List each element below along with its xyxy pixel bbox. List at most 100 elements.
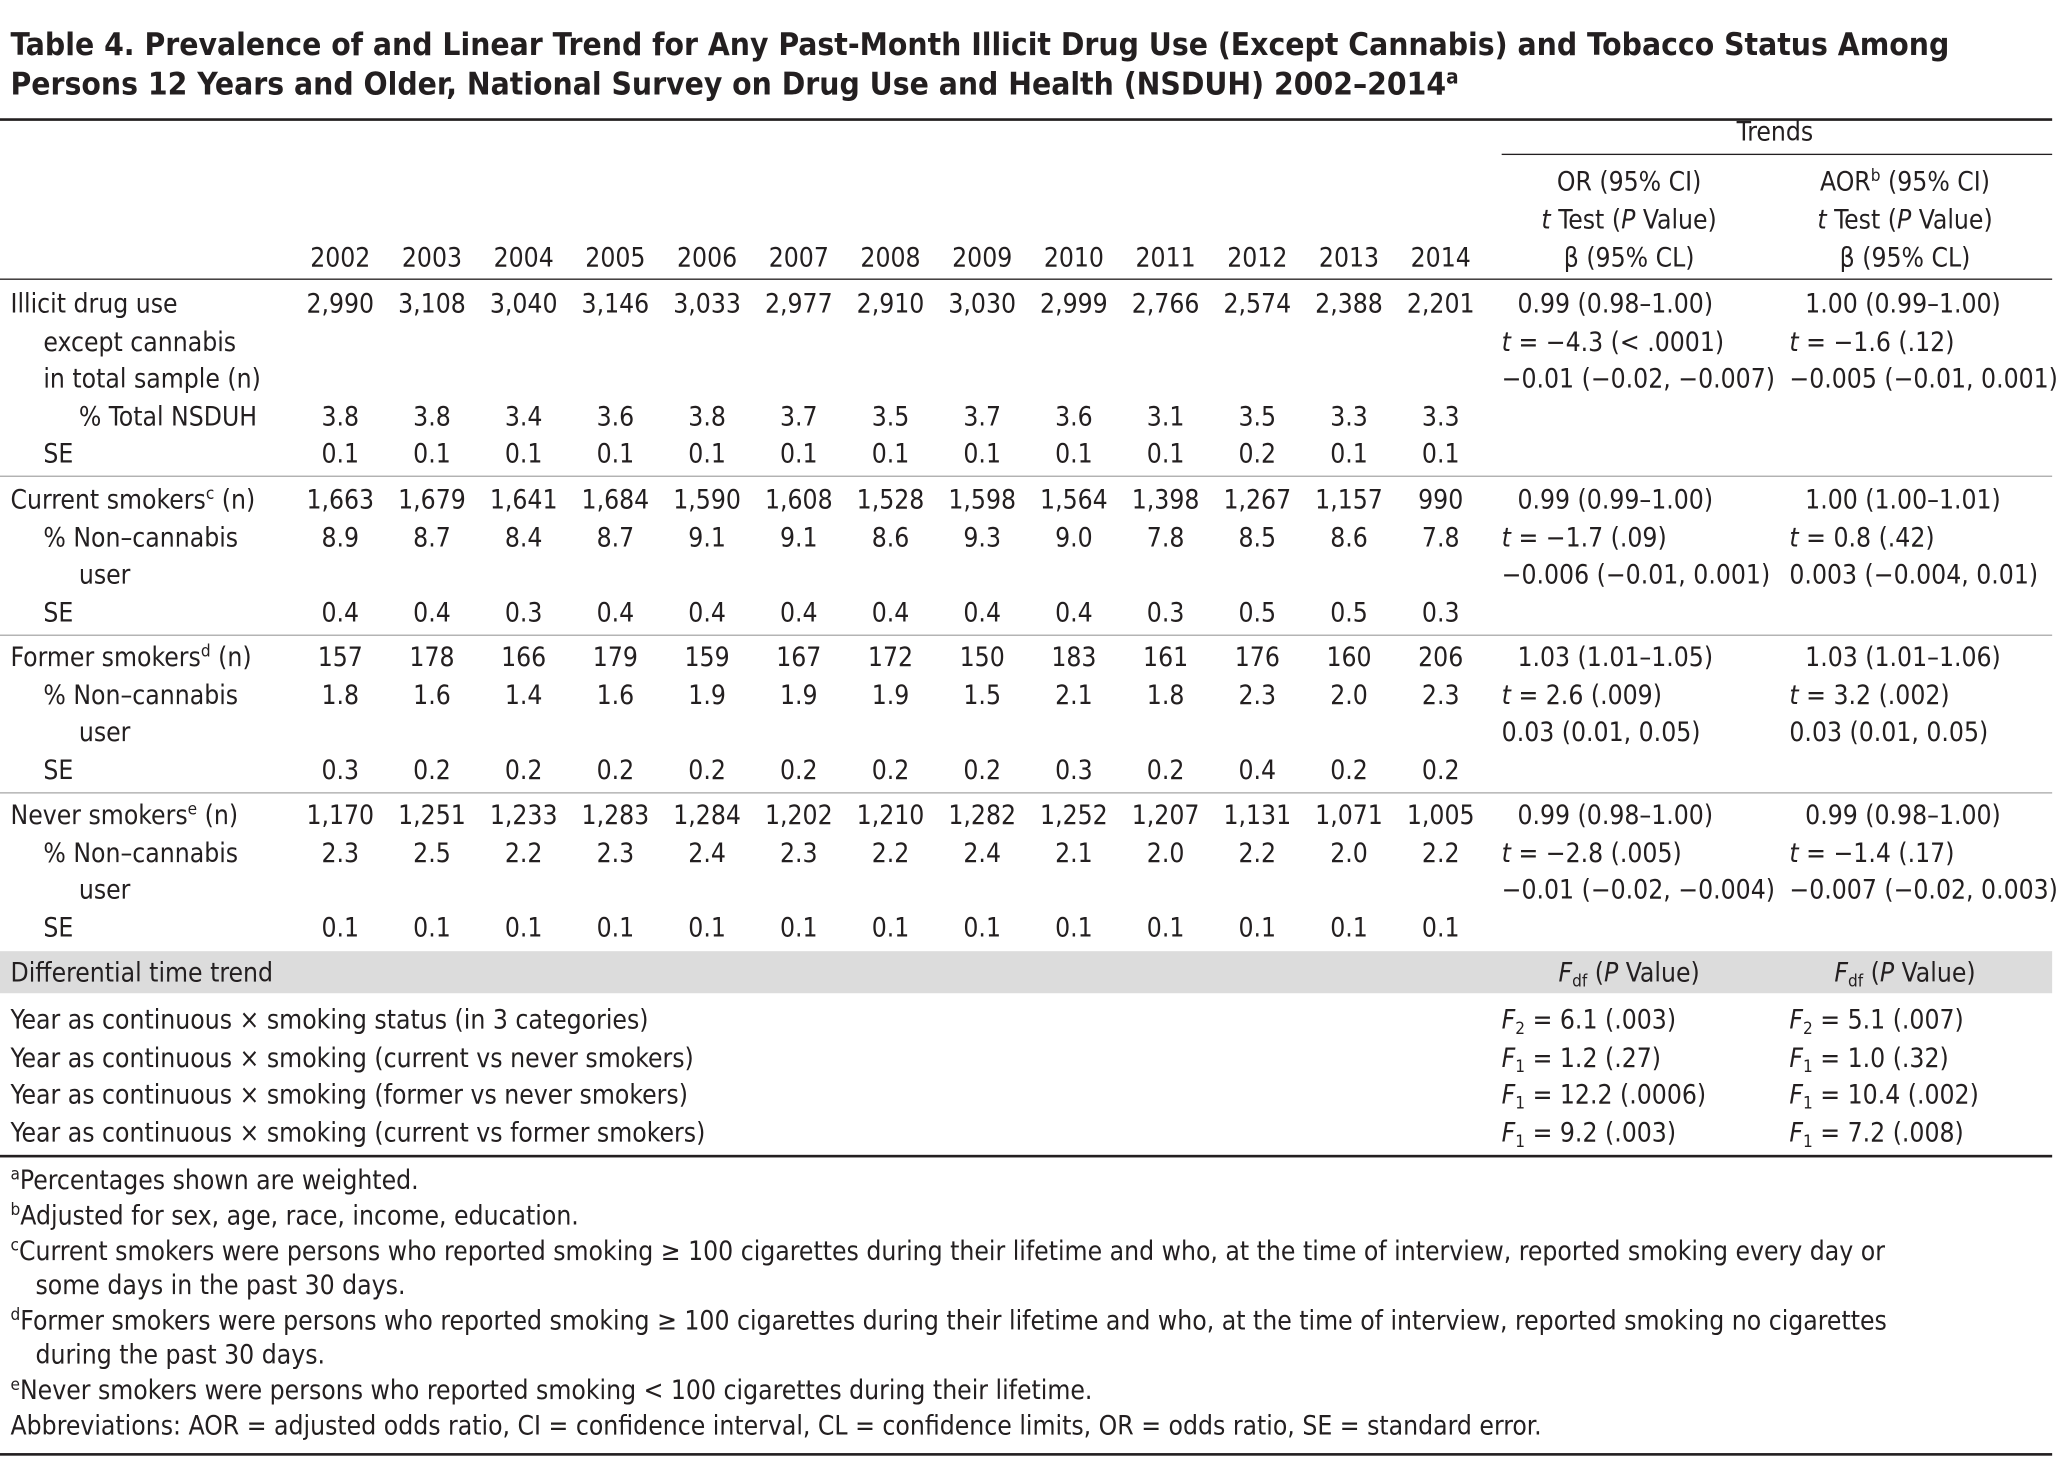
trends-header: Trends [1736, 115, 1814, 148]
table-title: Persons 12 Years and Older, National Sur… [11, 64, 1459, 103]
aor-trend: t = 0.8 (.42) [1789, 520, 1934, 554]
year-header: 2013 [1318, 241, 1380, 274]
text-segment: % Non–cannabis [43, 836, 239, 868]
cell-value: 0.5 [1238, 595, 1277, 628]
or-trend: 0.99 (0.99–1.00) [1517, 482, 1713, 516]
aor-trend: F2 = 5.1 (.007) [1789, 1002, 1963, 1040]
text-segment: OR (95% CI) [1556, 165, 1702, 198]
or-trend: t = −1.7 (.09) [1502, 520, 1667, 554]
cell-value: 1,282 [948, 798, 1017, 831]
cell-value: 0.1 [413, 437, 451, 470]
or-trend: −0.01 (−0.02, −0.004) [1502, 872, 1775, 906]
cell-value: 1.9 [871, 678, 910, 711]
cell-value: 0.1 [1238, 911, 1277, 943]
text-segment: t [1817, 203, 1827, 236]
text-segment: SE [43, 911, 74, 943]
row-label: % Total NSDUH [79, 399, 257, 433]
trends-rule [1501, 153, 2053, 156]
row-label: SE [43, 594, 73, 628]
text-segment: d [10, 1305, 21, 1326]
cell-value: 2,201 [1406, 287, 1475, 320]
cell-value: 1,598 [948, 483, 1017, 516]
text-segment: (n) [197, 798, 239, 831]
cell-value: 0.3 [504, 595, 543, 628]
group-rule [0, 634, 2053, 636]
cell-value: 0.1 [688, 437, 726, 470]
cell-value: 0.2 [688, 753, 726, 785]
cell-value: 2.2 [504, 836, 543, 868]
year-header: 2014 [1410, 241, 1471, 274]
cell-value: 176 [1234, 641, 1280, 673]
cell-value: 0.1 [504, 911, 543, 943]
cell-value: 1.9 [779, 678, 818, 711]
text-segment: Percentages shown are weighted. [19, 1164, 419, 1196]
year-header: 2004 [493, 241, 554, 274]
text-segment: β (95% CL) [1839, 241, 1971, 274]
cell-value: 0.1 [1055, 911, 1093, 943]
cell-value: 0.2 [1421, 753, 1460, 785]
cell-value: 3,040 [489, 287, 558, 320]
cell-value: 0.2 [596, 753, 635, 785]
cell-value: 0.1 [871, 437, 910, 470]
text-segment: F [1789, 1041, 1804, 1073]
text-segment: user [78, 716, 131, 748]
or-header: OR (95% CI) [1557, 164, 1702, 198]
text-segment: 1 [1515, 1056, 1526, 1077]
cell-value: 9.3 [963, 520, 1001, 553]
table-title: Table 4. Prevalence of and Linear Trend … [11, 25, 1950, 64]
text-segment: −0.006 (−0.01, 0.001) [1501, 558, 1771, 590]
section-label: Differential time trend [10, 956, 274, 988]
text-segment: 0.99 (0.99–1.00) [1517, 483, 1714, 516]
cell-value: 9.1 [688, 520, 726, 553]
text-segment: 1 [1515, 1131, 1526, 1152]
year-header: 2012 [1227, 241, 1288, 274]
aor-trend: F1 = 7.2 (.008) [1789, 1115, 1963, 1152]
cell-value: 167 [776, 641, 822, 673]
cell-value: 161 [1143, 641, 1189, 673]
cell-value: 2.4 [688, 836, 726, 868]
cell-value: 179 [592, 641, 638, 673]
cell-value: 0.4 [779, 595, 818, 628]
cell-value: 0.1 [779, 911, 818, 943]
text-segment: t [1789, 678, 1799, 711]
text-segment: 2 [1515, 1019, 1526, 1040]
year-header: 2005 [585, 241, 646, 274]
cell-value: 3.8 [413, 400, 451, 432]
cell-value: 9.1 [779, 520, 818, 553]
text-segment: = 1.0 (.32) [1812, 1041, 1949, 1073]
cell-value: 1.8 [1146, 678, 1185, 711]
cell-value: 0.1 [321, 911, 360, 943]
cell-value: 3.3 [1421, 400, 1460, 432]
cell-value: 2.3 [596, 836, 635, 868]
year-header: 2008 [860, 241, 921, 274]
cell-value: 3.7 [779, 400, 818, 432]
or-trend: t = −2.8 (.005) [1502, 835, 1682, 869]
text-segment: P [1896, 203, 1912, 236]
footnote: during the past 30 days. [35, 1338, 326, 1371]
row-label: Year as continuous × smoking status (in … [10, 1003, 649, 1036]
text-segment: t [1789, 325, 1799, 357]
aor-trend: 1.03 (1.01–1.06) [1805, 640, 2001, 674]
text-segment: P [1604, 956, 1619, 988]
cell-value: 990 [1418, 483, 1464, 516]
cell-value: 2.3 [779, 836, 818, 868]
text-segment: (n) [210, 641, 252, 673]
or-trend: F1 = 1.2 (.27) [1502, 1040, 1661, 1077]
cell-value: 2,990 [306, 287, 375, 320]
text-segment: c [10, 1236, 19, 1256]
cell-value: 1,284 [673, 798, 741, 831]
text-segment: 1 [1803, 1131, 1813, 1152]
text-segment: = 12.2 (.0006) [1525, 1078, 1707, 1111]
text-segment: P [1879, 956, 1895, 988]
cell-value: 2,388 [1315, 287, 1383, 320]
or-trend: 1.03 (1.01–1.05) [1517, 640, 1713, 674]
cell-value: 2.2 [1421, 836, 1460, 868]
cell-value: 0.1 [321, 437, 360, 470]
cell-value: 1.6 [596, 678, 635, 711]
cell-value: 0.1 [1330, 437, 1368, 470]
or-trend: 0.99 (0.98–1.00) [1517, 797, 1713, 831]
cell-value: 172 [867, 641, 914, 673]
text-segment: 2 [1803, 1019, 1813, 1040]
text-segment: df [1572, 972, 1588, 992]
